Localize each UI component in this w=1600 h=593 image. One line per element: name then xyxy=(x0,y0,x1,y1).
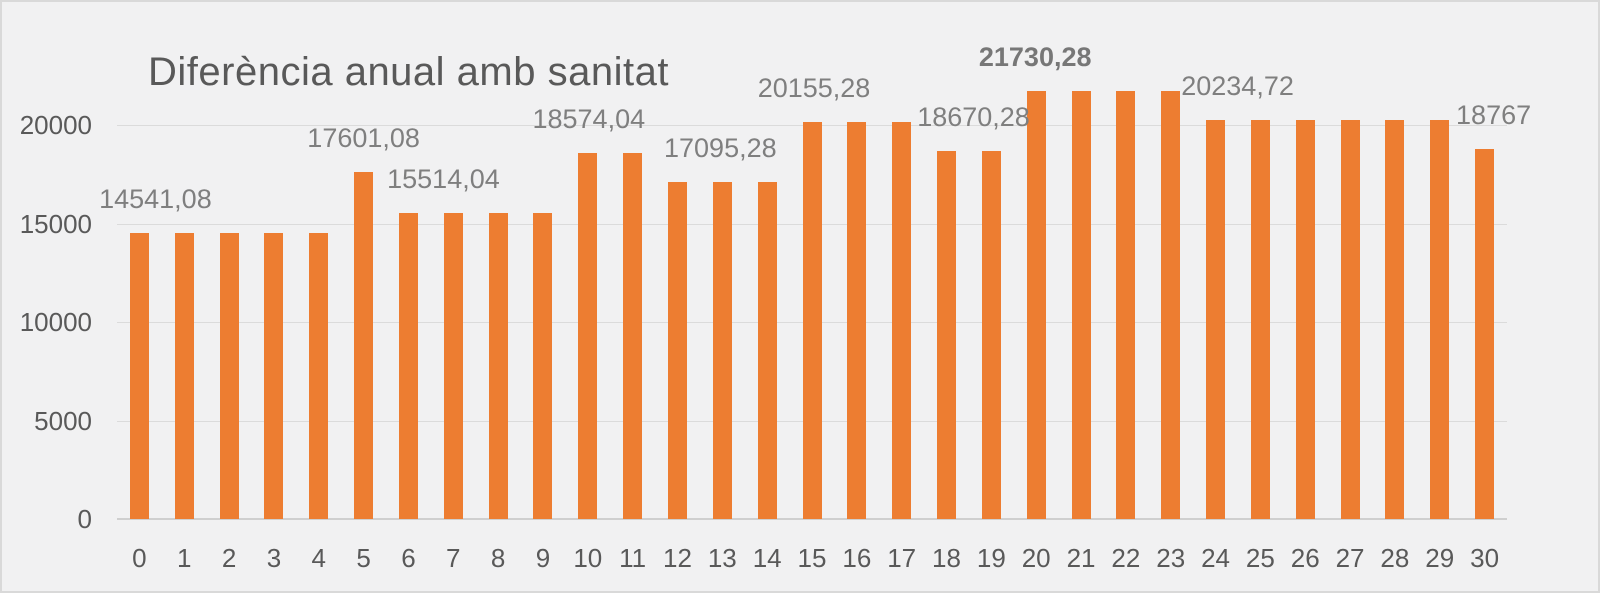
bar xyxy=(533,213,553,519)
bar xyxy=(757,182,777,519)
bar xyxy=(264,232,284,519)
x-tick-label: 18 xyxy=(932,543,961,573)
data-label: 20234,72 xyxy=(1181,71,1294,102)
bar xyxy=(712,182,732,519)
bar xyxy=(398,213,418,519)
y-tick-label: 10000 xyxy=(19,307,92,337)
x-tick-label: 1 xyxy=(177,543,192,573)
x-axis-line xyxy=(117,518,1507,520)
y-tick-label: 15000 xyxy=(19,208,92,239)
data-label: 14541,08 xyxy=(99,183,212,214)
bar xyxy=(802,121,822,519)
x-tick-label: 9 xyxy=(535,543,551,573)
bar xyxy=(129,232,149,519)
bar xyxy=(1250,120,1270,519)
x-tick-label: 29 xyxy=(1425,543,1455,573)
x-tick-label: 7 xyxy=(446,543,461,573)
x-tick-label: 17 xyxy=(887,543,917,573)
bar xyxy=(174,232,194,519)
x-tick-label: 11 xyxy=(619,543,647,573)
x-tick-label: 5 xyxy=(356,543,371,573)
bar xyxy=(1206,120,1226,519)
bar xyxy=(667,182,687,519)
x-tick-label: 19 xyxy=(976,543,1006,573)
x-tick-label: 24 xyxy=(1201,543,1230,573)
x-tick-label: 20 xyxy=(1021,543,1051,573)
bar xyxy=(623,153,643,519)
bar xyxy=(1295,120,1315,519)
bar xyxy=(354,172,374,519)
data-label: 21730,28 xyxy=(978,41,1092,72)
x-tick-label: 0 xyxy=(132,543,147,573)
bar xyxy=(1475,149,1495,519)
bar xyxy=(1430,120,1450,519)
x-tick-label: 15 xyxy=(797,543,827,573)
data-label: 20155,28 xyxy=(757,72,871,103)
data-label: 18574,04 xyxy=(532,104,646,135)
bar xyxy=(981,151,1001,519)
x-tick-label: 4 xyxy=(311,543,326,573)
bar xyxy=(1116,90,1136,519)
x-tick-label: 28 xyxy=(1380,543,1410,573)
bar xyxy=(892,121,912,519)
bar xyxy=(488,213,508,519)
data-label: 18767 xyxy=(1456,100,1532,131)
bar xyxy=(443,213,463,519)
x-tick-label: 23 xyxy=(1156,543,1186,573)
bar xyxy=(847,121,867,519)
bar xyxy=(1385,120,1405,519)
x-tick-label: 26 xyxy=(1290,543,1320,573)
x-tick-label: 21 xyxy=(1066,543,1096,573)
bar xyxy=(219,232,239,519)
bar xyxy=(578,153,598,519)
x-tick-label: 12 xyxy=(663,543,692,573)
x-tick-label: 27 xyxy=(1335,543,1365,573)
y-tick-label: 0 xyxy=(77,504,92,534)
bar xyxy=(1161,90,1181,519)
data-label: 18670,28 xyxy=(917,102,1030,133)
bar xyxy=(309,232,329,519)
chart-title: Diferència anual amb sanitat xyxy=(148,50,669,94)
bar xyxy=(1026,90,1046,519)
x-tick-label: 2 xyxy=(221,543,237,573)
x-tick-label: 14 xyxy=(752,543,782,573)
x-tick-label: 13 xyxy=(707,543,737,573)
x-tick-label: 16 xyxy=(842,543,872,573)
x-tick-label: 22 xyxy=(1111,543,1141,573)
x-tick-label: 30 xyxy=(1470,543,1500,573)
y-tick-label: 20000 xyxy=(19,110,92,140)
plot-area: 14541,08 17601,08 15514,04 18574,04 17095,28… xyxy=(99,2,1531,520)
bar xyxy=(937,151,957,519)
x-tick-label: 3 xyxy=(266,543,282,573)
data-label: 17095,28 xyxy=(664,133,777,164)
x-tick-label: 25 xyxy=(1245,543,1275,573)
bar xyxy=(1340,120,1360,519)
y-tick-label: 5000 xyxy=(34,405,92,436)
x-tick-label: 8 xyxy=(490,543,506,573)
data-label: 15514,04 xyxy=(387,164,500,195)
x-tick-label: 6 xyxy=(401,543,416,573)
data-label: 17601,08 xyxy=(307,123,420,154)
bar xyxy=(1071,90,1091,519)
x-tick-label: 10 xyxy=(573,543,603,573)
